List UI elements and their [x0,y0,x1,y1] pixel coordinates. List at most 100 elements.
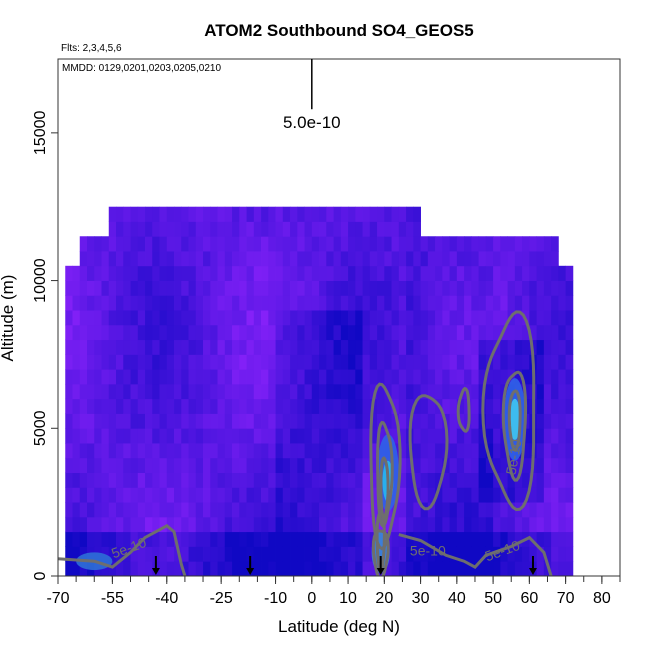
heat-cell [485,487,494,503]
heat-cell [442,487,450,503]
heat-cell [543,369,552,385]
heat-cell [355,546,363,562]
heat-cell [406,310,414,326]
heat-cell [195,236,204,252]
heat-cell [101,354,110,370]
heat-cell [174,561,182,576]
heat-cell [166,413,175,429]
heat-cell [210,413,218,429]
heat-cell [152,487,160,503]
heat-cell [145,339,153,355]
heat-cell [282,206,291,222]
heat-cell [565,383,574,400]
heat-cell [464,354,472,370]
heat-cell [239,339,247,355]
heat-cell [159,339,168,355]
heat-cell [340,546,349,562]
heat-cell [406,369,414,385]
heat-cell [319,280,327,296]
heat-cell [478,369,487,385]
heat-cell [485,531,494,547]
heat-cell [94,251,102,267]
heat-cell [282,265,291,281]
heat-cell [130,502,139,518]
heat-cell [123,561,131,576]
heat-cell [253,516,262,533]
heat-cell [420,472,429,488]
heat-cell [297,265,305,281]
heat-cell [210,236,218,252]
heat-cell [543,428,552,444]
heat-cell [493,502,501,518]
heat-cell [108,443,117,459]
heat-cell [232,398,240,414]
heat-cell [253,502,262,518]
heat-cell [551,472,559,488]
heat-cell [290,221,298,237]
heat-cell [290,428,298,444]
heat-cell [181,295,189,311]
heat-cell [152,472,160,488]
heat-cell [369,295,378,311]
heat-cell [464,443,472,459]
heat-cell [413,413,421,429]
heat-cell [304,236,313,252]
heat-cell [79,472,88,488]
heat-cell [79,280,88,296]
heat-cell [290,472,298,488]
heat-cell [456,295,465,311]
heat-cell [79,265,88,281]
heat-cell [471,516,479,533]
heat-cell [145,443,153,459]
heat-cell [297,502,305,518]
heat-cell [297,280,305,296]
heat-cell [210,324,218,341]
heat-cell [203,531,211,547]
heat-cell [420,310,429,326]
heat-cell [203,502,211,518]
heat-cell [268,339,276,355]
heat-cell [485,383,494,400]
heat-cell [333,369,342,385]
heat-cell [427,561,436,576]
heat-cell [348,206,356,222]
heat-cell [449,310,458,326]
plume-patch [509,398,521,441]
heat-cell [297,369,305,385]
y-axis-label: Altitude (m) [0,275,17,362]
heat-cell [507,457,516,473]
heat-cell [529,310,537,326]
heat-cell [456,472,465,488]
heat-cell [246,502,255,518]
heat-cell [152,428,160,444]
heat-cell [485,324,494,341]
heat-cell [471,531,479,547]
heat-cell [195,502,204,518]
heat-cell [94,487,102,503]
heat-cell [558,280,567,296]
heat-cell [130,310,139,326]
heat-cell [355,265,363,281]
heat-cell [72,487,81,503]
heat-cell [246,398,255,414]
heat-cell [348,413,356,429]
heat-cell [551,561,559,576]
heat-cell [123,339,131,355]
heat-cell [311,354,320,370]
heat-cell [536,310,545,326]
heat-cell [261,487,269,503]
heat-cell [369,428,378,444]
heat-cell [427,295,436,311]
heat-cell [101,457,110,473]
heat-cell [94,516,102,533]
heat-cell [203,206,211,222]
heat-cell [174,339,182,355]
heat-cell [246,516,255,533]
heat-cell [203,339,211,355]
heat-cell [253,531,262,547]
heat-cell [174,383,182,400]
heat-cell [87,354,95,370]
heat-cell [203,398,211,414]
heat-cell [166,383,175,400]
